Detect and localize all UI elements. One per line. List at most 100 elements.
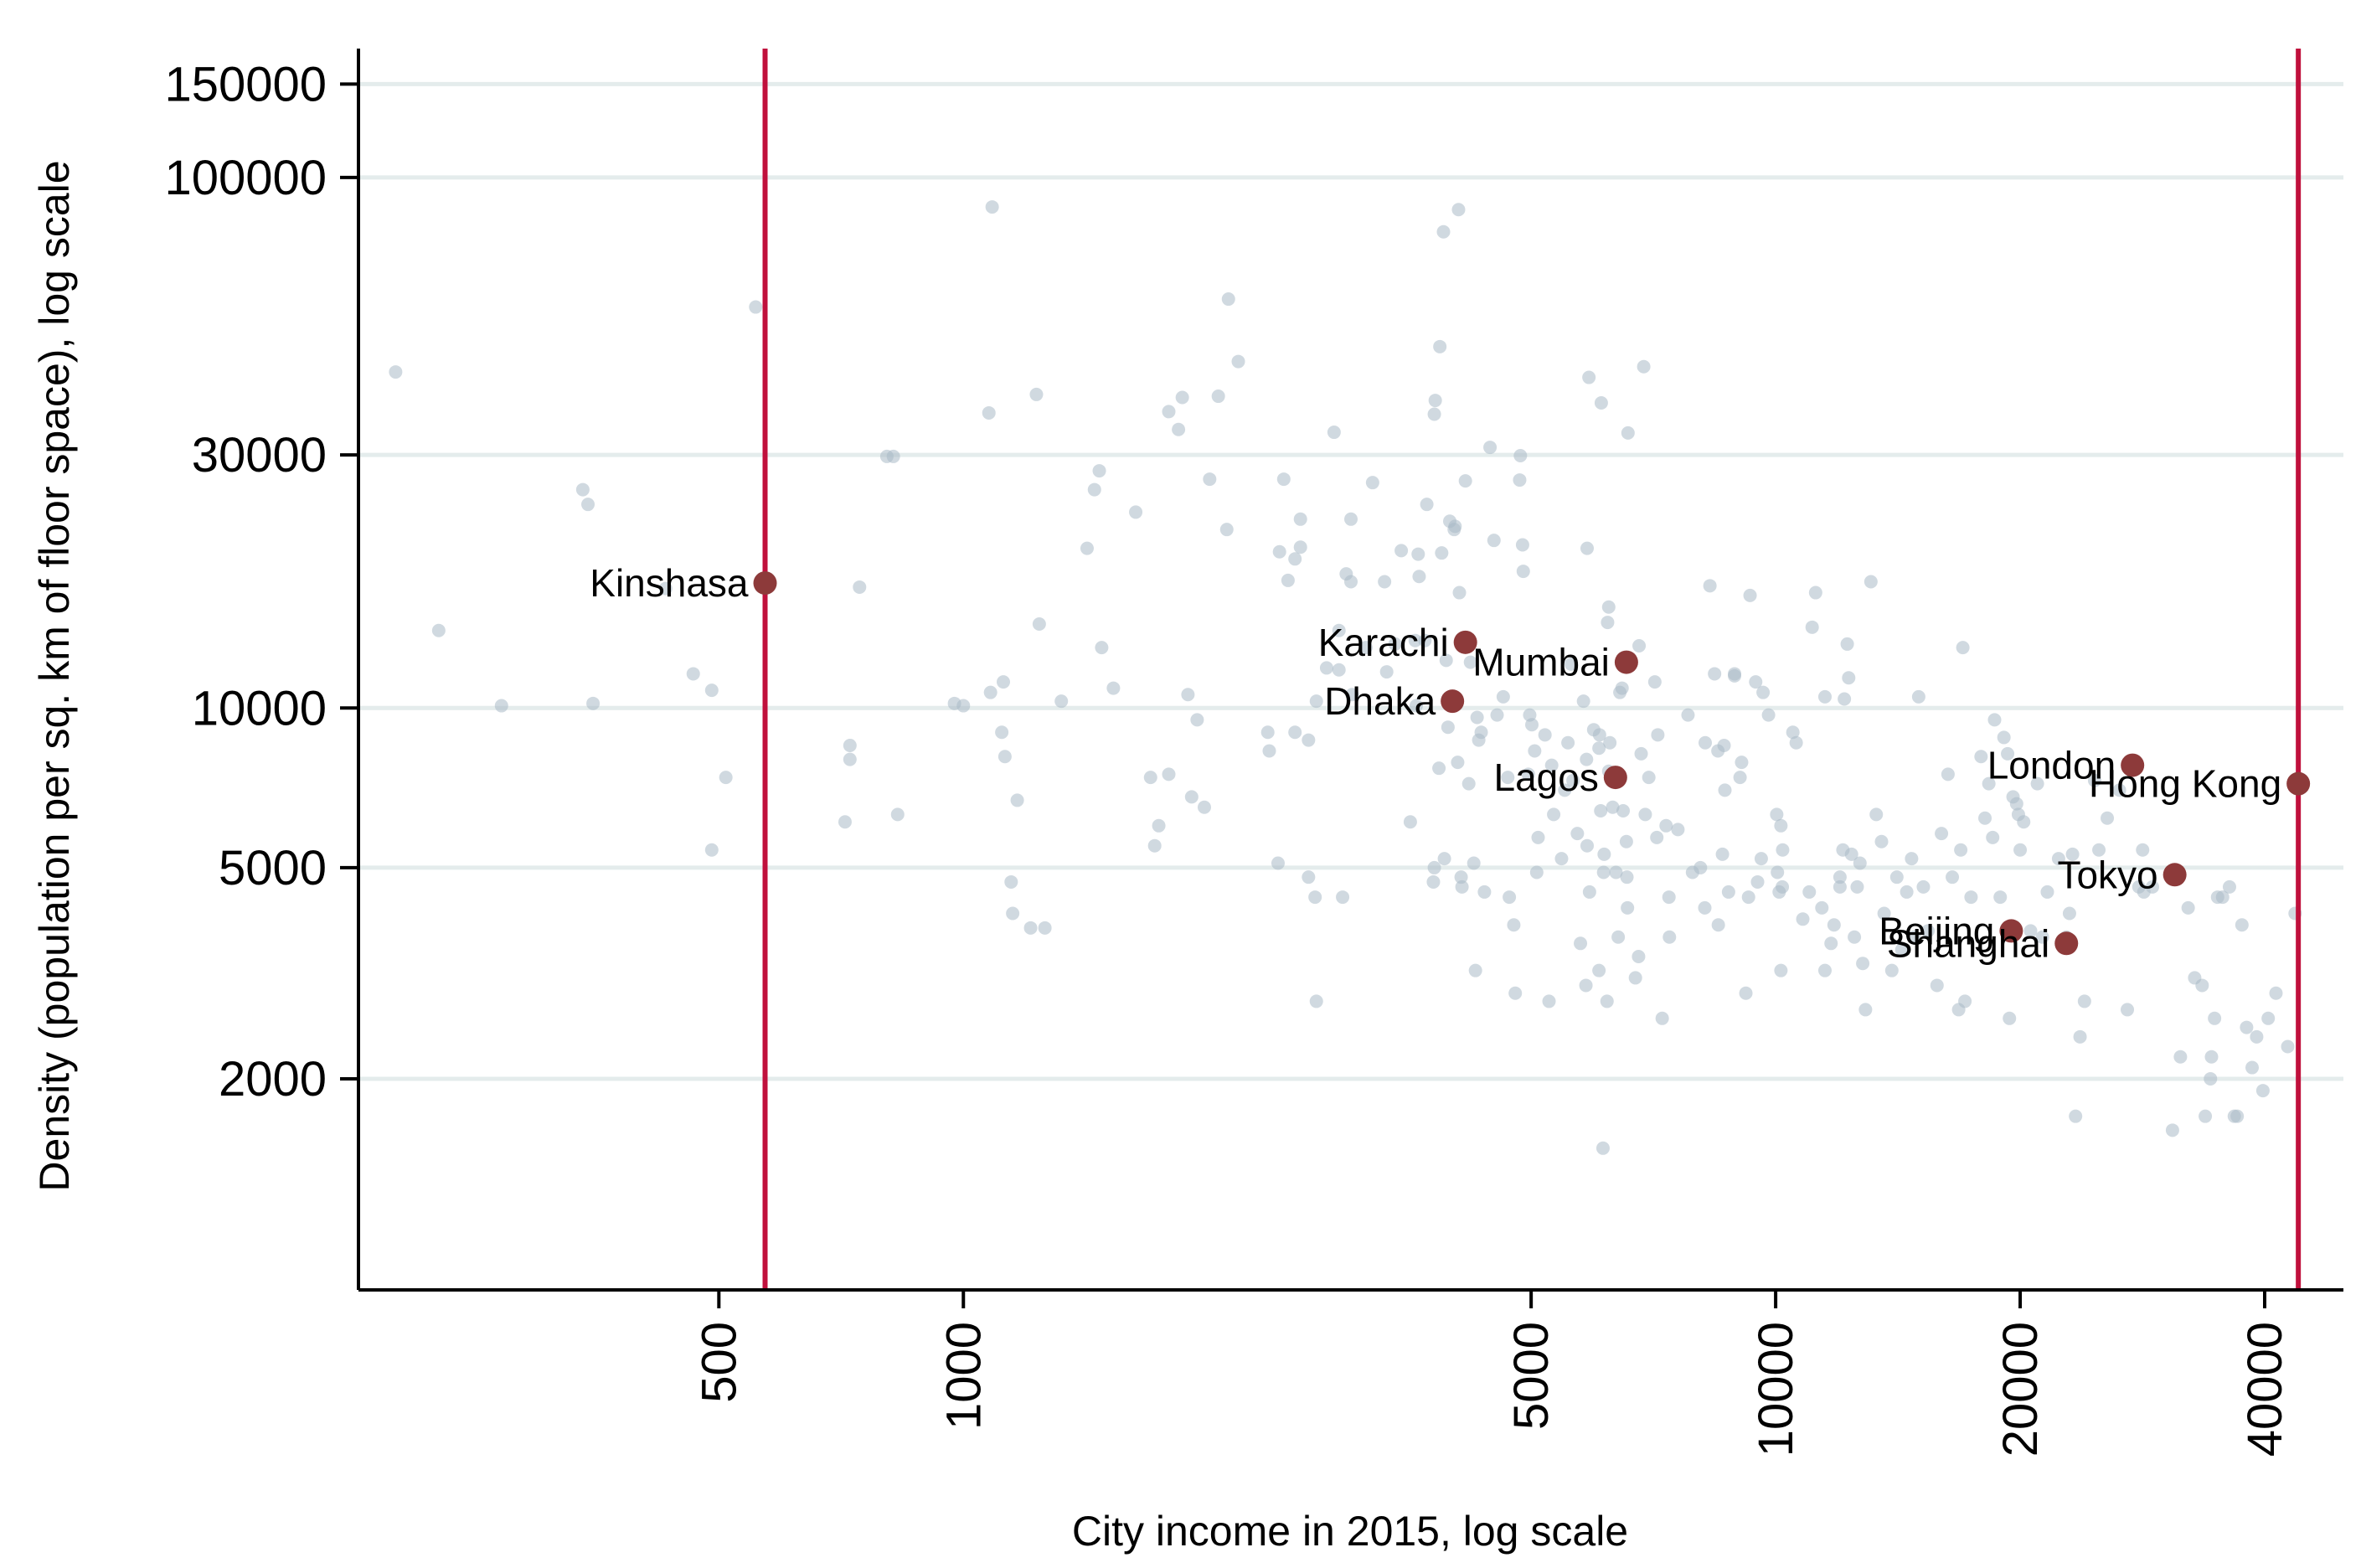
city-point [1698, 900, 1712, 915]
city-point [1595, 1141, 1610, 1155]
city-point [1776, 843, 1790, 857]
city-point [1877, 906, 1891, 921]
city-point [1869, 807, 1884, 822]
city-point [1756, 685, 1771, 699]
city-point [1508, 986, 1523, 1000]
city-point [1288, 552, 1302, 566]
city-point [1789, 735, 1803, 750]
city-point [2245, 1060, 2260, 1075]
city-point [1579, 978, 1593, 993]
city-point [2077, 994, 2091, 1008]
highlight-label-kinshasa: Kinshasa [590, 561, 749, 605]
city-point [838, 815, 852, 829]
city-point [1561, 735, 1575, 750]
city-point [1293, 540, 1307, 554]
city-point [1271, 856, 1285, 870]
city-point [1487, 534, 1501, 548]
city-point [1288, 725, 1302, 740]
city-point [1197, 800, 1211, 814]
city-point [1621, 426, 1635, 440]
city-point [2040, 885, 2054, 899]
city-point [1538, 728, 1552, 742]
city-point [1574, 936, 1588, 951]
city-point [2235, 918, 2249, 932]
city-point [1483, 441, 1498, 455]
city-point [1620, 870, 1634, 885]
city-point [1894, 943, 1909, 957]
city-point [1336, 890, 1350, 905]
city-point [704, 843, 719, 857]
city-point [1468, 963, 1482, 977]
city-point [1332, 623, 1346, 637]
city-point [2009, 797, 2023, 811]
city-point [686, 667, 700, 681]
city-point [1582, 370, 1596, 384]
city-point [1817, 689, 1832, 704]
highlight-label-london: London [1987, 744, 2116, 787]
y-tick-label: 100000 [164, 151, 327, 205]
city-point [1427, 407, 1441, 421]
city-point [985, 200, 999, 214]
city-point [1741, 890, 1755, 905]
city-point [1418, 633, 1432, 647]
city-point [982, 405, 996, 420]
city-point [1974, 750, 1988, 764]
city-point [1838, 692, 1852, 706]
city-point [1594, 804, 1608, 818]
city-point [1671, 823, 1685, 837]
city-point [1703, 579, 1717, 593]
city-point [2069, 1109, 2083, 1123]
city-point [389, 365, 403, 379]
city-point [1986, 830, 2000, 844]
city-point [1815, 900, 1829, 915]
city-point [1029, 387, 1044, 401]
city-point [2230, 1109, 2245, 1123]
y-tick-label: 2000 [219, 1052, 327, 1106]
city-point [1750, 874, 1765, 889]
city-point [2023, 924, 2038, 938]
reference-lines [762, 49, 2302, 1290]
city-point [1958, 994, 1972, 1008]
highlight-label-beijing: Beijing [1879, 909, 1994, 952]
city-point [1600, 994, 1614, 1008]
city-point [586, 696, 601, 710]
y-tick-label: 5000 [219, 841, 327, 895]
city-point [1452, 585, 1467, 600]
city-point [983, 685, 997, 699]
city-point [1455, 879, 1469, 894]
city-point [1544, 758, 1559, 772]
city-point [1516, 565, 1530, 579]
city-point [1010, 793, 1024, 807]
city-point [1427, 860, 1441, 874]
city-point [1601, 600, 1616, 614]
city-point [1774, 963, 1788, 977]
city-point [1833, 879, 1847, 894]
city-point [1394, 544, 1409, 558]
city-point [1628, 971, 1642, 985]
city-point [1162, 405, 1176, 419]
city-point [1221, 292, 1235, 307]
city-point [1437, 852, 1451, 866]
city-point [749, 300, 763, 314]
city-point [1515, 538, 1529, 552]
city-point [1850, 879, 1864, 894]
city-point [2204, 1071, 2218, 1086]
highlight-label-karachi: Karachi [1318, 621, 1449, 664]
city-point [1592, 741, 1606, 756]
city-point [1260, 725, 1275, 740]
city-point [2222, 879, 2236, 894]
city-point [1611, 930, 1626, 944]
city-point [2255, 1084, 2270, 1098]
city-point [1458, 474, 1472, 488]
highlight-point-lagos [1603, 766, 1627, 790]
city-point [1609, 865, 1623, 879]
city-point [1433, 339, 1447, 353]
city-point [1637, 359, 1651, 374]
city-point [2208, 1011, 2222, 1025]
highlight-point-hong-kong [2286, 771, 2311, 796]
city-point [1474, 725, 1488, 740]
city-point [1388, 637, 1402, 651]
city-point [1454, 870, 1468, 885]
highlight-label-hong-kong: Hong Kong [2089, 762, 2281, 806]
city-point [1281, 573, 1295, 587]
